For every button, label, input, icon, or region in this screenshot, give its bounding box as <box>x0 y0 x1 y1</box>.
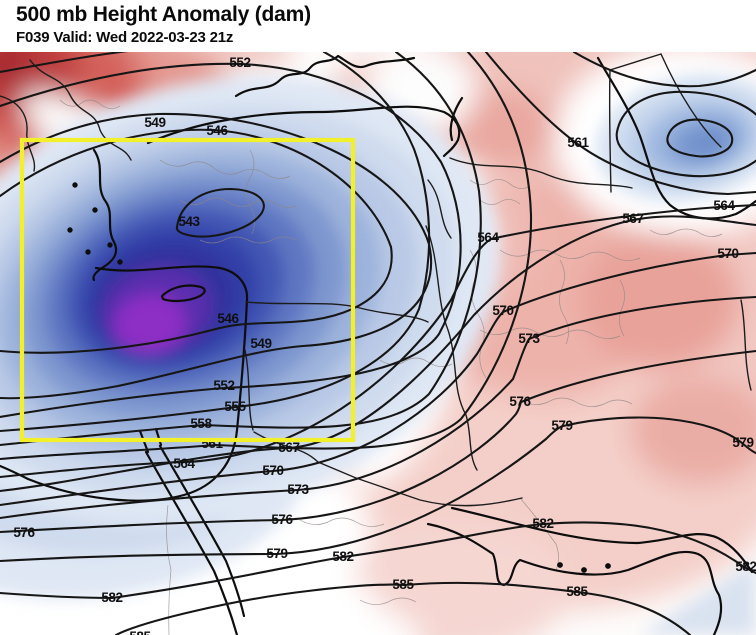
contour-label-573: 573 <box>518 331 540 346</box>
contour-label-564: 564 <box>173 456 195 471</box>
contour-label-582: 582 <box>532 516 553 531</box>
coastlines <box>0 54 756 635</box>
contour-label-564: 564 <box>477 230 499 245</box>
contour-label-546: 546 <box>217 311 239 326</box>
contour-label-555: 555 <box>224 399 246 414</box>
contour-label-552: 552 <box>229 55 250 70</box>
contour-label-585: 585 <box>129 629 151 635</box>
caspian-low-inner-ring <box>666 118 734 158</box>
contour-label-585: 585 <box>566 584 588 599</box>
contour-label-567: 567 <box>622 211 643 226</box>
contour-label-582: 582 <box>101 590 122 605</box>
contour-label-558: 558 <box>190 416 212 431</box>
contour-label-585: 585 <box>392 577 414 592</box>
contour-label-570: 570 <box>717 246 738 261</box>
contour-label-546: 546 <box>206 123 228 138</box>
contour-543-closed <box>175 187 265 238</box>
highlight-box <box>19 137 356 443</box>
anomaly-field <box>0 52 756 635</box>
aegean-coast <box>92 148 118 282</box>
admin-boundaries <box>59 99 723 635</box>
contour-label-579: 579 <box>551 418 572 433</box>
contour-label-576: 576 <box>509 394 531 409</box>
contour-label-579: 579 <box>266 546 287 561</box>
persian-gulf-north-coast <box>450 506 754 574</box>
contour-lines <box>0 52 756 635</box>
contour-label-549: 549 <box>144 115 165 130</box>
contour-label-567: 567 <box>278 440 299 455</box>
cyprus-island <box>160 284 206 303</box>
contour-label-549: 549 <box>250 336 271 351</box>
map-title: 500 mb Height Anomaly (dam) <box>16 3 311 26</box>
contour-label-573: 573 <box>287 482 309 497</box>
contour-label-579: 579 <box>732 435 753 450</box>
contour-label-561: 561 <box>567 135 589 150</box>
black-sea-north-coast <box>234 54 416 98</box>
persian-gulf-south-coast <box>426 522 723 635</box>
contour-label-576: 576 <box>13 525 35 540</box>
contour-label-564: 564 <box>713 198 735 213</box>
nile-line <box>166 504 172 635</box>
caspian-low-outer-ring <box>615 90 756 178</box>
map-valid-time: F039 Valid: Wed 2022-03-23 21z <box>16 29 234 46</box>
map-header: 500 mb Height Anomaly (dam) F039 Valid: … <box>0 0 756 52</box>
contour-label-582: 582 <box>735 559 756 574</box>
contour-label-552: 552 <box>213 378 234 393</box>
contour-label-543: 543 <box>178 214 200 229</box>
contour-label-576: 576 <box>271 512 293 527</box>
corner-blue-wedge <box>640 560 756 635</box>
country-borders <box>0 53 752 507</box>
contour-label-582: 582 <box>332 549 353 564</box>
contour-label-570: 570 <box>492 303 513 318</box>
caspian-coast <box>596 56 756 220</box>
contour-label-570: 570 <box>262 463 283 478</box>
